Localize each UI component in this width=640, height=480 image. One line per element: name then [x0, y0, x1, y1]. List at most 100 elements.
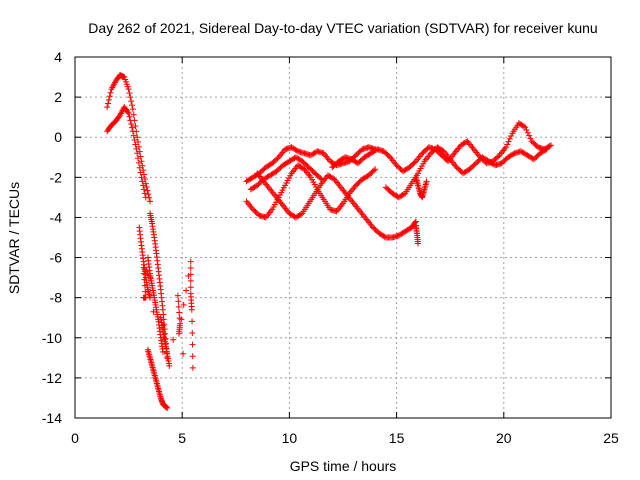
x-tick-label: 25 [603, 430, 619, 446]
data-point [106, 93, 113, 100]
y-tick-label: 2 [54, 89, 62, 105]
series-l [247, 154, 325, 193]
data-point [189, 329, 196, 336]
data-point [144, 187, 151, 194]
data-point [134, 150, 141, 157]
data-point [170, 336, 177, 343]
data-point [547, 142, 554, 149]
data-point [164, 404, 171, 411]
data-point [139, 178, 146, 185]
series-n [382, 144, 550, 201]
data-point [125, 110, 132, 117]
data-point [129, 128, 136, 135]
data-point [542, 147, 549, 154]
x-tick-label: 0 [71, 430, 79, 446]
series-i [243, 144, 379, 185]
series-g [157, 314, 173, 369]
data-point [104, 104, 111, 111]
data-point [385, 153, 392, 160]
data-point [124, 108, 131, 115]
data-point [510, 151, 517, 158]
data-point [129, 106, 136, 113]
y-tick-label: 0 [54, 129, 62, 145]
data-point [381, 233, 388, 240]
data-point [506, 135, 513, 142]
data-point [187, 264, 194, 271]
data-point [526, 132, 533, 139]
data-point [135, 155, 142, 162]
data-point [145, 191, 152, 198]
series-a [104, 72, 154, 205]
data-point [187, 271, 194, 278]
data-point [105, 100, 112, 107]
data-point [166, 362, 173, 369]
y-tick-label: -10 [42, 330, 62, 346]
data-point [523, 127, 530, 134]
data-point [189, 318, 196, 325]
data-point [142, 288, 149, 295]
y-tick-label: 4 [54, 49, 62, 65]
data-point [423, 178, 430, 185]
data-points [104, 72, 554, 411]
data-point [520, 123, 527, 130]
data-point [130, 111, 137, 118]
axis-ticks [74, 56, 612, 419]
data-point [142, 194, 149, 201]
series-d [144, 254, 166, 355]
data-point [126, 90, 133, 97]
data-point [175, 330, 182, 337]
x-tick-labels: 0 5 10 15 20 25 [71, 430, 619, 446]
x-tick-label: 20 [496, 430, 512, 446]
series-o [412, 174, 430, 201]
series-k [254, 170, 419, 241]
data-point [136, 164, 143, 171]
data-point [274, 155, 281, 162]
data-point [370, 167, 377, 174]
data-point [137, 169, 144, 176]
series-h [140, 258, 196, 371]
data-point [132, 141, 139, 148]
data-point [130, 132, 137, 139]
data-point [129, 124, 136, 131]
y-tick-label: -2 [50, 169, 63, 185]
data-point [174, 292, 181, 299]
data-point [415, 240, 422, 247]
data-point [178, 316, 185, 323]
data-point [188, 306, 195, 313]
data-point [372, 166, 379, 173]
data-point [502, 144, 509, 151]
data-point [400, 191, 407, 198]
chart-title: Day 262 of 2021, Sidereal Day-to-day VTE… [88, 20, 597, 36]
data-point [495, 153, 502, 160]
data-point [543, 146, 550, 153]
y-tick-label: -8 [50, 290, 63, 306]
data-point [183, 287, 190, 294]
series-e [136, 224, 154, 301]
series-f [144, 346, 171, 411]
x-tick-label: 10 [282, 430, 298, 446]
data-point [147, 274, 154, 281]
data-point [293, 147, 300, 154]
data-point [127, 94, 134, 101]
data-point [522, 124, 529, 131]
data-point [160, 322, 167, 329]
data-point [508, 133, 515, 140]
data-point [140, 182, 147, 189]
data-point [411, 159, 418, 166]
data-point [412, 219, 419, 226]
data-point [180, 301, 187, 308]
data-point [317, 175, 324, 182]
x-tick-label: 15 [389, 430, 405, 446]
data-point [463, 139, 470, 146]
data-point [128, 98, 135, 105]
plot-frame [74, 56, 612, 419]
data-point [187, 277, 194, 284]
data-point [504, 141, 511, 148]
data-point [176, 309, 183, 316]
data-point [189, 341, 196, 348]
data-point [175, 303, 182, 310]
data-point [105, 96, 112, 103]
data-point [126, 113, 133, 120]
data-point [134, 134, 141, 141]
